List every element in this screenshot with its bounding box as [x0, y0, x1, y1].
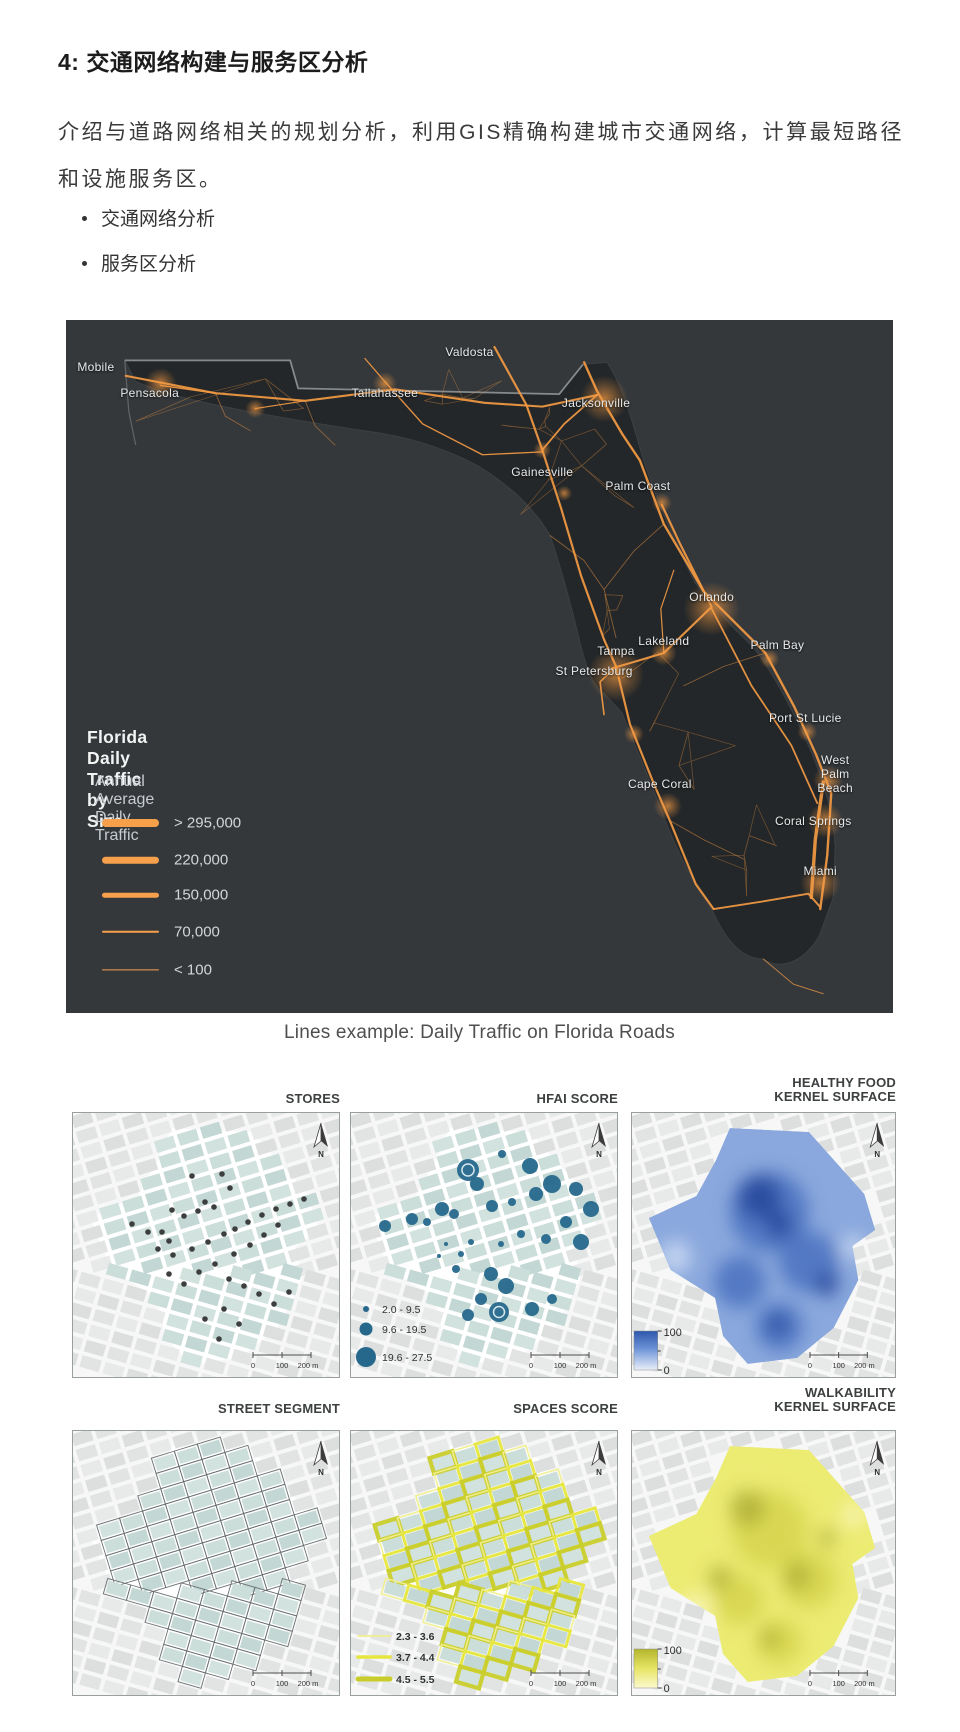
small-map-svg-street-segment: N 0 100 200 m: [72, 1430, 340, 1696]
bullet-dot: [82, 215, 87, 221]
svg-text:2.0 - 9.5: 2.0 - 9.5: [382, 1304, 421, 1316]
svg-text:100: 100: [554, 1361, 567, 1370]
north-arrow-icon: N: [591, 1122, 606, 1159]
svg-text:2.3 - 3.6: 2.3 - 3.6: [396, 1631, 435, 1643]
small-map-svg-hfai: 2.0 - 9.5 9.6 - 19.5 19.6 - 27.5 N 0 100 200 m: [350, 1112, 618, 1378]
small-map-title-hfai: HFAI SCORE: [350, 1092, 618, 1106]
title-line: STREET SEGMENT: [218, 1401, 340, 1416]
scale-bar: 0 100 200 m: [529, 1352, 597, 1370]
north-arrow-icon: N: [313, 1122, 328, 1159]
small-map-title-spaces-score: SPACES SCORE: [350, 1402, 618, 1416]
svg-text:100: 100: [832, 1361, 844, 1370]
svg-text:100: 100: [276, 1361, 289, 1370]
svg-text:N: N: [596, 1150, 602, 1159]
north-arrow-icon: N: [591, 1440, 606, 1477]
scale-bar: 0 100 200 m: [808, 1670, 875, 1688]
svg-text:0: 0: [808, 1361, 812, 1370]
small-map-title-healthy-food: HEALTHY FOOD KERNEL SURFACE: [631, 1076, 896, 1104]
svg-text:200 m: 200 m: [576, 1679, 597, 1688]
svg-text:100: 100: [832, 1679, 844, 1688]
north-arrow-icon: N: [313, 1440, 328, 1477]
scale-bar: 0 100 200 m: [808, 1352, 875, 1370]
florida-traffic-map-figure: Mobile Pensacola Valdosta Tallahassee Jackso…: [66, 320, 893, 1013]
small-map-panel-street-segment: N 0 100 200 m: [72, 1430, 340, 1696]
title-line: STORES: [285, 1091, 340, 1106]
small-map-panel-walkability: 100 0 N 0 100 200 m: [631, 1430, 896, 1696]
north-arrow-icon: N: [869, 1440, 885, 1477]
small-map-svg-walkability: 100 0 N 0 100 200 m: [631, 1430, 896, 1696]
north-arrow-icon: N: [869, 1122, 885, 1159]
title-line: HFAI SCORE: [536, 1091, 618, 1106]
florida-road-network-map: [66, 320, 893, 1013]
small-map-panel-hfai: 2.0 - 9.5 9.6 - 19.5 19.6 - 27.5 N 0 100 200 m: [350, 1112, 618, 1378]
scale-bar: 0 100 200 m: [251, 1670, 319, 1688]
page-title: 4: 交通网络构建与服务区分析: [58, 49, 369, 76]
title-line: SPACES SCORE: [513, 1401, 618, 1416]
svg-text:100: 100: [664, 1645, 682, 1657]
svg-text:0: 0: [529, 1679, 533, 1688]
svg-text:N: N: [318, 1150, 324, 1159]
small-map-title-walkability: WALKABILITY KERNEL SURFACE: [631, 1386, 896, 1414]
small-map-panel-spaces-score: 2.3 - 3.6 3.7 - 4.4 4.5 - 5.5 N 0 100 200 m: [350, 1430, 618, 1696]
svg-text:0: 0: [664, 1365, 670, 1377]
bullet-dot: [82, 260, 87, 266]
small-map-panel-healthy-food: 100 0 N 0 100 200 m: [631, 1112, 896, 1378]
svg-text:N: N: [874, 1468, 880, 1477]
title-line: WALKABILITY: [804, 1385, 896, 1400]
small-map-svg-stores: N 0 100 200 m: [72, 1112, 340, 1378]
svg-text:200 m: 200 m: [298, 1361, 319, 1370]
svg-text:3.7 - 4.4: 3.7 - 4.4: [396, 1652, 435, 1664]
svg-text:100: 100: [276, 1679, 289, 1688]
scale-bar: 0 100 200 m: [251, 1352, 319, 1370]
svg-text:N: N: [874, 1150, 880, 1159]
svg-text:100: 100: [664, 1327, 682, 1339]
title-line: KERNEL SURFACE: [774, 1089, 896, 1104]
svg-text:200 m: 200 m: [854, 1679, 875, 1688]
title-line: KERNEL SURFACE: [774, 1399, 896, 1414]
small-map-svg-healthy-food: 100 0 N 0 100 200 m: [631, 1112, 896, 1378]
svg-text:200 m: 200 m: [576, 1361, 597, 1370]
svg-text:0: 0: [529, 1361, 533, 1370]
svg-text:0: 0: [664, 1683, 670, 1695]
bullet-item-service-area: 服务区分析: [82, 249, 196, 276]
bullet-label: 服务区分析: [101, 254, 197, 275]
small-map-panel-stores: N 0 100 200 m: [72, 1112, 340, 1378]
small-map-svg-spaces-score: 2.3 - 3.6 3.7 - 4.4 4.5 - 5.5 N 0 100 200 m: [350, 1430, 618, 1696]
svg-text:200 m: 200 m: [854, 1361, 875, 1370]
bullet-label: 交通网络分析: [101, 209, 216, 230]
svg-text:100: 100: [554, 1679, 567, 1688]
svg-text:4.5 - 5.5: 4.5 - 5.5: [396, 1674, 435, 1686]
svg-text:N: N: [318, 1468, 324, 1477]
svg-text:200 m: 200 m: [298, 1679, 319, 1688]
bullet-item-traffic-network: 交通网络分析: [82, 204, 215, 231]
svg-text:9.6 - 19.5: 9.6 - 19.5: [382, 1324, 427, 1336]
intro-paragraph: 介绍与道路网络相关的规划分析，利用GIS精确构建城市交通网络，计算最短路径和设施…: [58, 121, 904, 191]
svg-text:19.6 - 27.5: 19.6 - 27.5: [382, 1352, 432, 1364]
svg-text:N: N: [596, 1468, 602, 1477]
scale-bar: 0 100 200 m: [529, 1670, 597, 1688]
figure-caption: Lines example: Daily Traffic on Florida …: [284, 1022, 675, 1043]
title-line: HEALTHY FOOD: [792, 1075, 896, 1090]
small-map-title-stores: STORES: [72, 1092, 340, 1106]
svg-text:0: 0: [251, 1679, 255, 1688]
svg-text:0: 0: [808, 1679, 812, 1688]
small-map-title-street-segment: STREET SEGMENT: [72, 1402, 340, 1416]
svg-text:0: 0: [251, 1361, 255, 1370]
